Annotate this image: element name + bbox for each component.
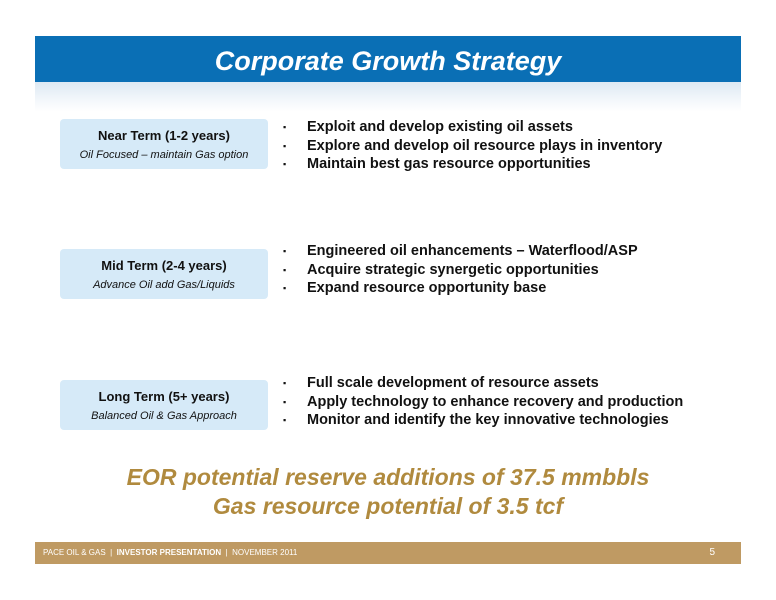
- gas-resource-highlight: Gas resource potential of 3.5 tcf: [212, 493, 564, 519]
- bullet-item: ▪ Maintain best gas resource opportunitie…: [283, 155, 662, 174]
- bullet-text: Engineered oil enhancements – Waterflood…: [307, 243, 638, 259]
- mid-term-label: Mid Term (2-4 years): [101, 258, 227, 273]
- near-term-box: Near Term (1-2 years) Oil Focused – main…: [60, 119, 268, 169]
- footer-separator: |: [225, 548, 228, 557]
- title-fade-band: [35, 82, 741, 112]
- bullet-item: ▪ Full scale development of resource asse…: [283, 374, 683, 393]
- bullet-square-icon: ▪: [283, 159, 287, 169]
- long-term-box: Long Term (5+ years) Balanced Oil & Gas …: [60, 380, 268, 430]
- mid-term-subtitle: Advance Oil add Gas/Liquids: [93, 279, 235, 291]
- bullet-item: ▪ Monitor and identify the key innovative…: [283, 411, 683, 430]
- bullet-item: ▪ Explore and develop oil resource plays …: [283, 137, 662, 156]
- bullet-square-icon: ▪: [283, 415, 287, 425]
- bullet-square-icon: ▪: [283, 122, 287, 132]
- near-term-bullet-list: ▪ Exploit and develop existing oil assets…: [283, 118, 662, 174]
- eor-highlight: EOR potential reserve additions of 37.5 …: [126, 464, 650, 490]
- bullet-square-icon: ▪: [283, 140, 287, 151]
- footer-date: NOVEMBER 2011: [232, 548, 298, 557]
- bullet-item: ▪ Expand resource opportunity base: [283, 279, 638, 298]
- bullet-text: Expand resource opportunity base: [307, 280, 547, 296]
- slide-title: Corporate Growth Strategy: [214, 46, 562, 76]
- long-term-bullet-list: ▪ Full scale development of resource asse…: [283, 374, 683, 430]
- footer-text: PACE OIL & GAS | INVESTOR PRESENTATION |…: [43, 547, 297, 558]
- bullet-item: ▪ Acquire strategic synergetic opportunit…: [283, 261, 638, 280]
- footer-separator: |: [110, 548, 113, 557]
- footer-company: PACE OIL & GAS: [43, 548, 106, 557]
- footer-bar: PACE OIL & GAS | INVESTOR PRESENTATION |…: [35, 542, 741, 564]
- title-bar: Corporate Growth Strategy: [35, 36, 741, 82]
- mid-term-box: Mid Term (2-4 years) Advance Oil add Gas…: [60, 249, 268, 299]
- bullet-item: ▪ Apply technology to enhance recovery an…: [283, 393, 683, 412]
- bullet-text: Monitor and identify the key innovative …: [307, 412, 669, 428]
- near-term-subtitle: Oil Focused – maintain Gas option: [79, 149, 249, 161]
- bullet-text: Full scale development of resource asset…: [307, 375, 599, 391]
- bullet-text: Exploit and develop existing oil assets: [307, 119, 573, 135]
- long-term-label: Long Term (5+ years): [98, 389, 230, 404]
- mid-term-bullet-list: ▪ Engineered oil enhancements – Waterfloo…: [283, 242, 638, 298]
- bullet-square-icon: ▪: [283, 283, 287, 293]
- bullet-text: Acquire strategic synergetic opportuniti…: [307, 261, 599, 278]
- bullet-text: Maintain best gas resource opportunities: [307, 156, 591, 172]
- footer-presentation: INVESTOR PRESENTATION: [116, 548, 222, 557]
- long-term-subtitle: Balanced Oil & Gas Approach: [91, 410, 237, 422]
- near-term-label: Near Term (1-2 years): [98, 128, 230, 143]
- bullet-square-icon: ▪: [283, 378, 287, 388]
- bullet-text: Apply technology to enhance recovery and…: [307, 393, 684, 410]
- bullet-item: ▪ Exploit and develop existing oil assets: [283, 118, 662, 137]
- bullet-square-icon: ▪: [283, 264, 287, 275]
- bullet-text: Explore and develop oil resource plays i…: [307, 137, 663, 154]
- bullet-square-icon: ▪: [283, 396, 287, 407]
- bullet-item: ▪ Engineered oil enhancements – Waterfloo…: [283, 242, 638, 261]
- bullet-square-icon: ▪: [283, 246, 287, 256]
- page-number: 5: [709, 547, 715, 558]
